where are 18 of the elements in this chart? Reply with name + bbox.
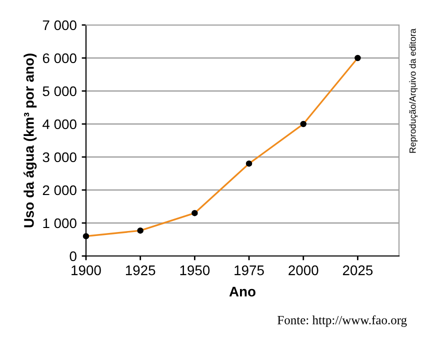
x-tick-label: 1950 — [180, 265, 210, 276]
y-axis-title: Uso da água (km³ por ano) — [24, 54, 37, 228]
text: Reprodução/Arquivo da editora — [409, 28, 418, 153]
y-tick-label: 2 000 — [42, 185, 76, 196]
y-tick-label: 0 — [70, 251, 76, 262]
x-tick-label: 2000 — [288, 265, 318, 276]
y-tick-label: 1 000 — [43, 218, 76, 228]
y-tick-label: 6 000 — [42, 53, 76, 64]
x-tick-label: 1975 — [234, 265, 264, 276]
y-tick-label: 5 000 — [42, 86, 76, 96]
x-axis-title: Ano — [229, 286, 256, 297]
x-tick-label: 2025 — [342, 265, 373, 276]
y-tick-label: 3 000 — [42, 152, 76, 162]
source-note: Fonte: http://www.fao.org — [278, 315, 407, 327]
y-tick-label: 7 000 — [42, 20, 76, 30]
x-tick-label: 1925 — [126, 265, 156, 276]
x-tick-label: 1900 — [72, 265, 101, 276]
y-tick-label: 4 000 — [42, 119, 76, 130]
